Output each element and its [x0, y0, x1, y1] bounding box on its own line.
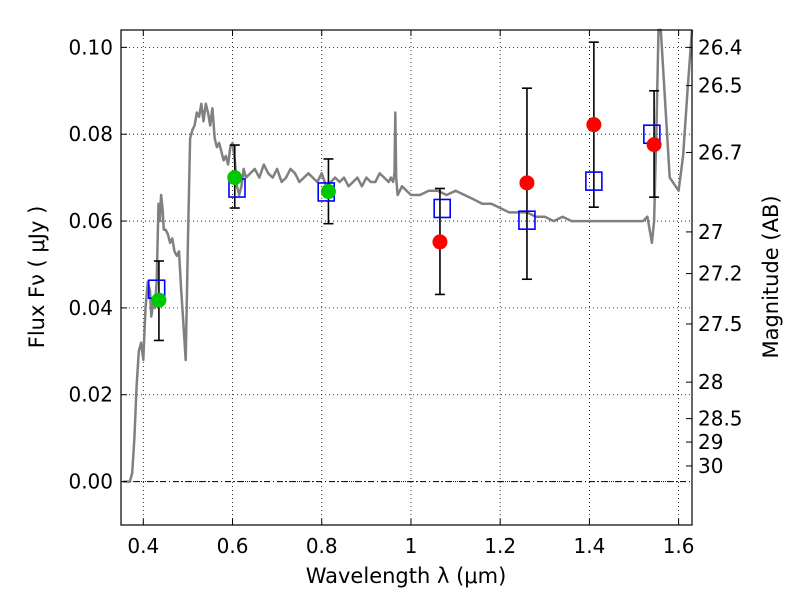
right-tick-label: 27 [698, 220, 723, 244]
right-tick-label: 27.5 [698, 312, 743, 336]
right-tick-label: 30 [698, 454, 723, 478]
right-tick-label: 28.5 [698, 407, 743, 431]
photometry-point-marker [320, 184, 336, 200]
right-tick-label: 27.2 [698, 262, 743, 286]
model-square-marker [433, 198, 451, 219]
y-tick-label: 0.00 [68, 470, 113, 494]
model-square-marker [518, 210, 536, 230]
right-tick-label: 26.4 [698, 35, 743, 59]
x-tick-label: 1.2 [484, 534, 516, 558]
right-tick-label: 26.5 [698, 74, 743, 98]
right-axis-label: Magnitude (AB) [759, 195, 783, 358]
photometry-point-marker [151, 292, 167, 308]
photometry-point-marker [586, 117, 602, 133]
y-tick-label: 0.08 [68, 122, 113, 146]
x-tick-label: 0.4 [127, 534, 159, 558]
x-tick-label: 0.8 [306, 534, 338, 558]
sed-model-curve [123, 28, 694, 483]
right-tick-label: 29 [698, 430, 723, 454]
right-tick-label: 28 [698, 370, 723, 394]
x-tick-label: 0.6 [217, 534, 249, 558]
photometry-point-marker [227, 170, 243, 186]
y-axis-label: Flux Fν ( μJy ) [25, 206, 49, 349]
model-square-marker [585, 171, 603, 191]
photometry-point-marker [519, 175, 535, 191]
y-tick-label: 0.10 [68, 35, 113, 59]
x-axis-label: Wavelength λ (μm) [306, 564, 507, 588]
x-tick-label: 1.4 [573, 534, 605, 558]
right-tick-label: 26.7 [698, 140, 743, 164]
y-tick-label: 0.06 [68, 209, 113, 233]
photometry-point-marker [646, 137, 662, 153]
grid-lines [121, 30, 692, 525]
x-tick-label: 1.6 [663, 534, 695, 558]
photometry-markers [147, 117, 662, 308]
y-tick-label: 0.02 [68, 383, 113, 407]
y-tick-label: 0.04 [68, 296, 113, 320]
photometry-point-marker [432, 234, 448, 250]
x-tick-label: 1 [405, 534, 418, 558]
plot-frame [120, 29, 693, 526]
axis-ticks: 0.4 0.6 0.8 1 1.2 1.4 1.6 0.00 0.02 0.04 0.06 0.08 0… [68, 30, 743, 558]
